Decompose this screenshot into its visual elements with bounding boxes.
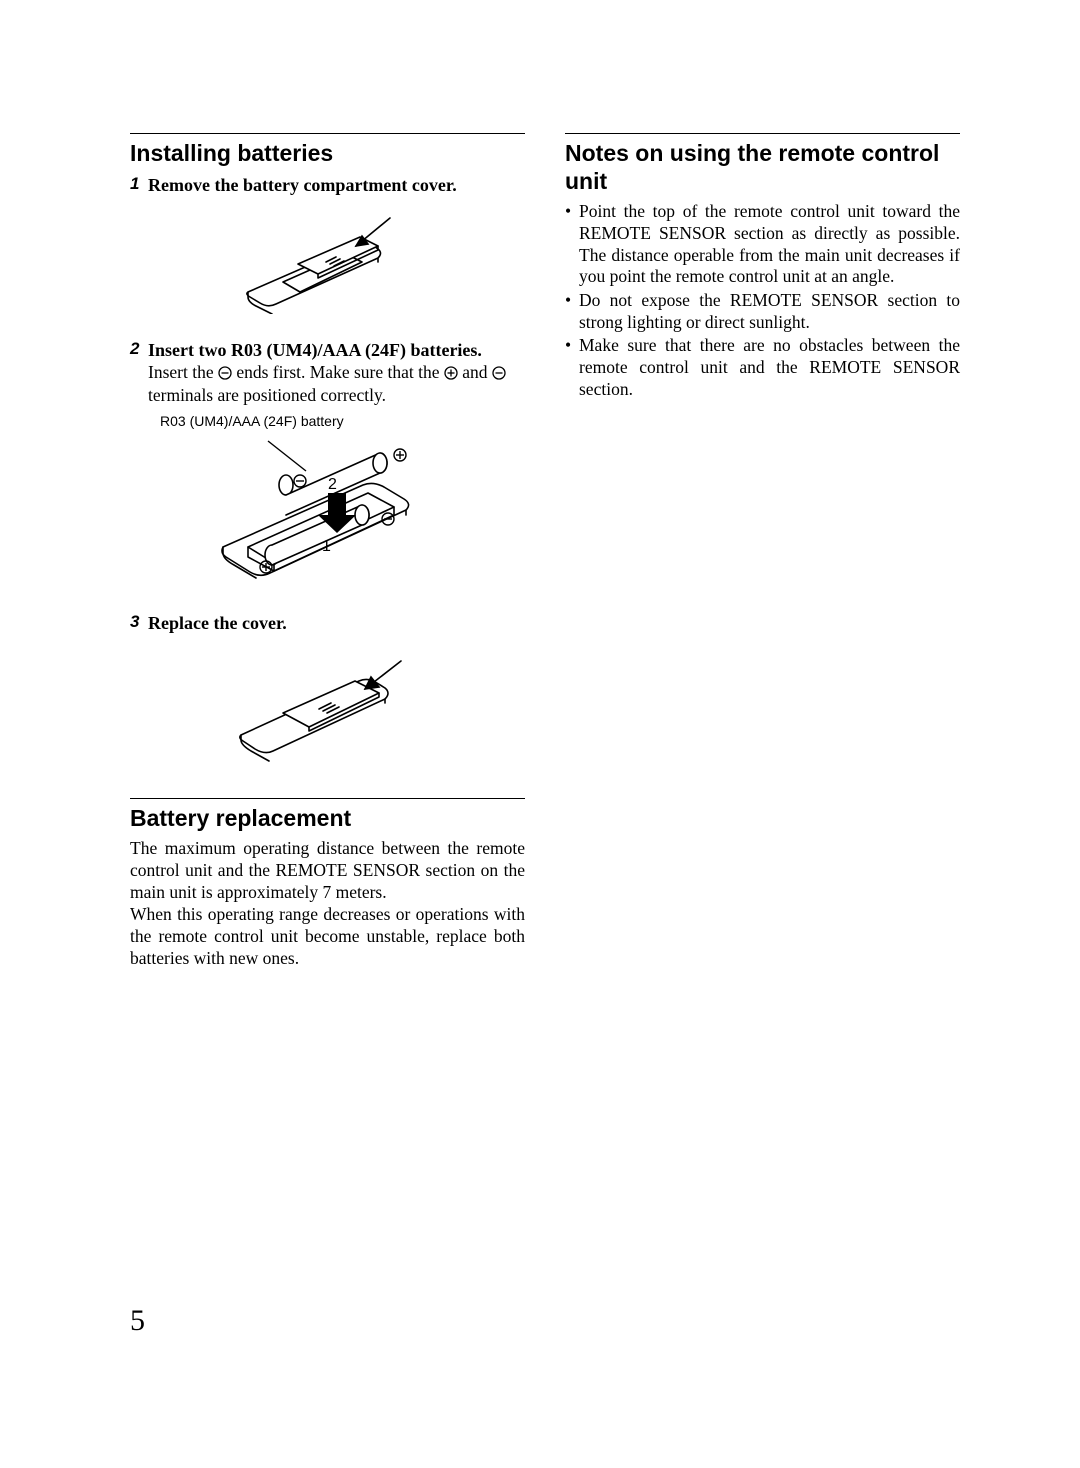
figure-insert-batteries: 2 1 xyxy=(130,437,525,592)
notes-list: Point the top of the remote control unit… xyxy=(565,201,960,400)
desc-text: and xyxy=(458,362,492,382)
list-item: Do not expose the REMOTE SENSOR section … xyxy=(565,290,960,333)
step-1: 1 Remove the battery compartment cover. xyxy=(130,174,525,197)
section-battery-replacement: Battery replacement The maximum operatin… xyxy=(130,798,525,970)
step-3: 3 Replace the cover. xyxy=(130,612,525,635)
figure-replace-cover xyxy=(130,643,525,768)
figure-remove-cover xyxy=(130,204,525,319)
step-title: Remove the battery compartment cover. xyxy=(148,174,525,197)
page-number: 5 xyxy=(130,1304,145,1338)
step-desc: Insert the ends first. Make sure that th… xyxy=(148,362,525,408)
columns: Installing batteries 1 Remove the batter… xyxy=(130,133,960,970)
list-item: Point the top of the remote control unit… xyxy=(565,201,960,288)
minus-symbol-icon xyxy=(218,364,232,386)
step-number: 2 xyxy=(130,339,148,407)
manual-page: Installing batteries 1 Remove the batter… xyxy=(0,0,1080,1468)
heading-installing-batteries: Installing batteries xyxy=(130,140,525,168)
step-body: Insert two R03 (UM4)/AAA (24F) batteries… xyxy=(148,339,525,407)
svg-text:1: 1 xyxy=(322,538,331,555)
figure-caption: R03 (UM4)/AAA (24F) battery xyxy=(160,413,525,429)
step-title: Insert two R03 (UM4)/AAA (24F) batteries… xyxy=(148,339,525,362)
desc-text: ends first. Make sure that the xyxy=(232,362,444,382)
insert-batteries-illustration: 2 1 xyxy=(208,437,448,587)
remove-cover-illustration xyxy=(228,204,428,314)
step-number: 3 xyxy=(130,612,148,635)
step-body: Replace the cover. xyxy=(148,612,525,635)
svg-text:2: 2 xyxy=(328,476,337,493)
heading-notes-remote: Notes on using the remote control unit xyxy=(565,140,960,195)
heading-battery-replacement: Battery replacement xyxy=(130,805,525,833)
left-column: Installing batteries 1 Remove the batter… xyxy=(130,133,525,970)
minus-symbol-icon xyxy=(492,364,506,386)
list-item: Make sure that there are no obstacles be… xyxy=(565,335,960,400)
replace-cover-illustration xyxy=(223,643,433,763)
battery-replacement-text: The maximum operating distance between t… xyxy=(130,838,525,969)
step-2: 2 Insert two R03 (UM4)/AAA (24F) batteri… xyxy=(130,339,525,407)
right-column: Notes on using the remote control unit P… xyxy=(565,133,960,970)
desc-text: Insert the xyxy=(148,362,218,382)
section-rule xyxy=(130,133,525,134)
section-rule xyxy=(130,798,525,799)
step-body: Remove the battery compartment cover. xyxy=(148,174,525,197)
desc-text: terminals are positioned correctly. xyxy=(148,385,386,405)
plus-symbol-icon xyxy=(444,364,458,386)
step-number: 1 xyxy=(130,174,148,197)
step-title: Replace the cover. xyxy=(148,612,525,635)
section-rule xyxy=(565,133,960,134)
